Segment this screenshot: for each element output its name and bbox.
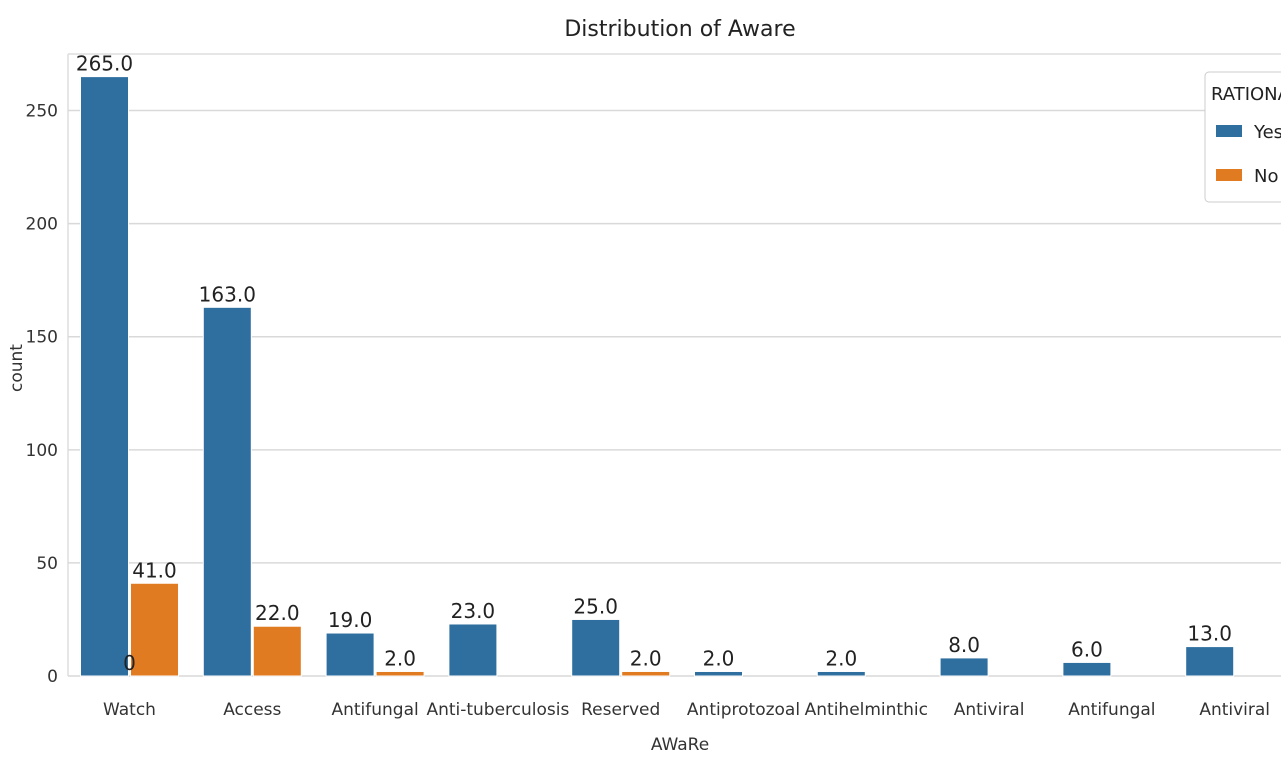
- x-tick-label: Watch: [103, 700, 156, 720]
- data-label: 13.0: [1187, 622, 1232, 646]
- legend-label-no: No: [1254, 166, 1278, 187]
- x-tick-label: Reserved: [581, 700, 660, 720]
- legend-title: RATIONAL: [1211, 84, 1281, 105]
- data-label: 2.0: [384, 646, 416, 670]
- y-tick-label: 0: [47, 667, 58, 687]
- x-tick-label: Access: [223, 700, 281, 720]
- bar-yes: [1063, 662, 1111, 676]
- y-tick-label: 100: [26, 441, 58, 461]
- data-label: 19.0: [328, 608, 373, 632]
- bar-no: [376, 671, 424, 676]
- x-tick-label: Antifungal: [331, 700, 418, 720]
- x-tick-label: Antiviral: [954, 700, 1025, 720]
- x-tick-label: Antiviral: [1199, 700, 1270, 720]
- bar-no: [131, 583, 179, 676]
- data-label: 22.0: [255, 601, 300, 625]
- y-axis-title: count: [7, 344, 27, 392]
- data-label: 2.0: [703, 646, 735, 670]
- x-tick-label: Antifungal: [1068, 700, 1155, 720]
- data-label: 2.0: [630, 646, 662, 670]
- legend-label-yes: Yes: [1253, 122, 1281, 143]
- legend-swatch-yes: [1216, 125, 1242, 137]
- bar-yes: [203, 307, 251, 676]
- x-tick-label: Antiprotozoal: [687, 700, 800, 720]
- data-label: 163.0: [199, 282, 256, 306]
- chart-title: Distribution of Aware: [564, 17, 795, 42]
- data-label: 25.0: [573, 594, 618, 618]
- y-tick-label: 150: [26, 328, 58, 348]
- y-tick-label: 200: [26, 215, 58, 235]
- bar-yes: [940, 658, 988, 676]
- y-tick-label: 250: [26, 102, 58, 122]
- legend: RATIONAL Yes No: [1205, 72, 1281, 202]
- bar-yes: [695, 671, 743, 676]
- data-label: 265.0: [76, 52, 133, 76]
- data-label: 2.0: [825, 646, 857, 670]
- bar-no: [622, 671, 670, 676]
- data-label: 23.0: [451, 599, 496, 623]
- x-tick-label: Antihelminthic: [805, 700, 928, 720]
- annotation-label: 0: [123, 651, 136, 675]
- bar-yes: [449, 624, 497, 676]
- bar-yes: [572, 619, 620, 676]
- bar-yes: [326, 633, 374, 676]
- bar-yes: [817, 671, 865, 676]
- data-label: 8.0: [948, 633, 980, 657]
- bar-no: [253, 626, 301, 676]
- bar-yes: [81, 77, 129, 676]
- legend-swatch-no: [1216, 169, 1242, 181]
- data-label: 6.0: [1071, 637, 1103, 661]
- bars: [81, 77, 1234, 676]
- data-label: 41.0: [132, 558, 177, 582]
- x-tick-label: Anti-tuberculosis: [426, 700, 569, 720]
- bar-yes: [1186, 647, 1234, 676]
- y-tick-label: 50: [36, 554, 58, 574]
- x-axis-title: AWaRe: [651, 735, 709, 755]
